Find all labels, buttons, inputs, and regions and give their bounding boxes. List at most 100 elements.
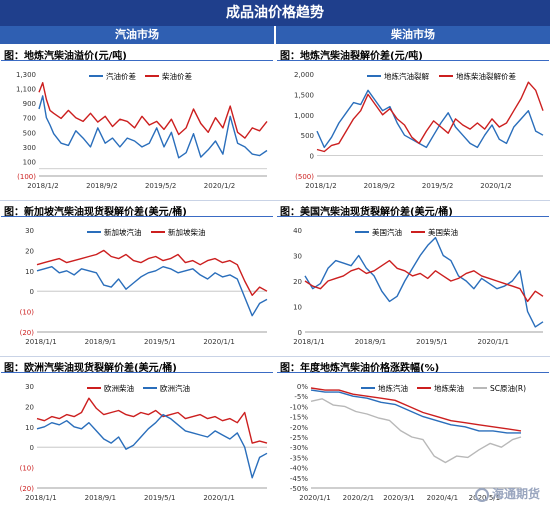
chart-panel-europe-crack: 图：欧洲汽柴油现货裂解价差(美元/桶) (20) (10) 0 10 20 30 2018/…: [1, 357, 273, 513]
y-tick-label: 10: [25, 424, 34, 432]
legend-label: 汽油价差: [106, 71, 136, 81]
x-tick-label: 2019/5/2: [145, 182, 176, 190]
watermark-logo-icon: [474, 488, 489, 502]
x-tick-label: 2018/9/2: [86, 182, 117, 190]
y-tick-label: 0: [30, 288, 34, 296]
gasoline-market-header: 汽油市场: [0, 26, 274, 44]
title-underline: [277, 216, 549, 217]
legend-label: 地炼汽油: [378, 383, 408, 393]
y-tick-label: (10): [20, 465, 35, 473]
y-tick-label: 0: [310, 153, 314, 161]
chart-refinery-premium: (100) 100 300 500 700 900 1,100 1,300 2018/1/2 20…: [16, 71, 268, 190]
title-underline: [1, 60, 273, 61]
title-underline: [1, 372, 273, 373]
y-tick-label: 0: [30, 444, 34, 452]
x-tick-label: 2018/9/1: [85, 338, 116, 346]
chart-panel-annual-change: 图：年度地炼汽柴油价格涨跌幅(%) -50% -45% -40% -35% -30% -2…: [277, 357, 549, 513]
x-tick-label: 2020/1/2: [480, 182, 511, 190]
y-tick-label: 700: [23, 115, 36, 123]
series-line-0: [38, 95, 268, 159]
y-tick-label: -10%: [290, 403, 308, 411]
legend-label: 新加坡柴油: [168, 227, 206, 237]
x-tick-label: 2020/1/1: [299, 494, 330, 502]
chart-annual-change: -50% -45% -40% -35% -30% -25% -20% -15% -10% -5% 0…: [290, 383, 526, 502]
chart-singapore-crack: (20) (10) 0 10 20 30 2018/1/1 2018/9/1 2019/5/1 2…: [20, 227, 268, 346]
series-line-0: [36, 397, 268, 444]
chart-refinery-crack: (500) 0 500 1,000 1,500 2,000 2018/1/2 2018/9/2…: [294, 71, 544, 190]
x-tick-label: 2018/9/1: [85, 494, 116, 502]
y-tick-label: (10): [20, 309, 35, 317]
series-line-1: [310, 387, 522, 432]
series-line-1: [36, 249, 268, 297]
legend-label: 地炼汽油裂解: [384, 71, 429, 81]
x-tick-label: 2018/9/2: [364, 182, 395, 190]
y-tick-label: 1,500: [294, 91, 314, 99]
series-line-1: [304, 259, 544, 303]
y-tick-label: 900: [23, 100, 36, 108]
y-tick-label: 10: [293, 304, 302, 312]
y-tick-label: (20): [20, 329, 35, 337]
y-tick-label: 0: [298, 329, 302, 337]
x-tick-label: 2018/1/1: [293, 338, 324, 346]
chart-title: 图：新加坡汽柴油现货裂解价差(美元/桶): [4, 207, 187, 218]
x-tick-label: 2020/3/1: [383, 494, 414, 502]
x-tick-label: 2018/9/1: [355, 338, 386, 346]
y-tick-label: 20: [25, 247, 34, 255]
series-line-1: [38, 82, 268, 139]
y-tick-label: 20: [293, 278, 302, 286]
y-tick-label: 1,300: [16, 71, 36, 79]
series-line-1: [316, 81, 544, 153]
chart-panel-us-crack: 图：美国汽柴油现货裂解价差(美元/桶) 0 10 20 30 40 2018/1/1 201…: [277, 201, 549, 357]
chart-panel-refinery-premium: 图：地炼汽柴油溢价(元/吨) (100) 100 300 500 700 900 1,100…: [1, 45, 273, 201]
series-line-0: [316, 89, 544, 149]
y-tick-label: 500: [301, 132, 314, 140]
watermark-text: 海通期货: [491, 487, 540, 501]
y-tick-label: 2,000: [294, 71, 314, 79]
x-tick-label: 2020/2/1: [343, 494, 374, 502]
legend-label: SC原油(R): [490, 383, 526, 393]
series-line-2: [310, 398, 522, 464]
y-tick-label: -45%: [290, 475, 308, 483]
y-tick-label: -35%: [290, 454, 308, 462]
x-tick-label: 2019/5/2: [422, 182, 453, 190]
y-tick-label: 30: [293, 253, 302, 261]
row-divider: [0, 356, 550, 357]
y-tick-label: -20%: [290, 424, 308, 432]
chart-title: 图：欧洲汽柴油现货裂解价差(美元/桶): [4, 363, 177, 374]
series-line-0: [36, 266, 268, 317]
x-tick-label: 2020/1/2: [204, 182, 235, 190]
y-tick-label: 10: [25, 268, 34, 276]
y-tick-label: 30: [25, 383, 34, 391]
y-tick-label: 0%: [297, 383, 308, 391]
legend-label: 地炼柴油裂解价差: [456, 71, 516, 81]
x-tick-label: 2018/1/1: [25, 338, 56, 346]
x-tick-label: 2019/5/1: [144, 338, 175, 346]
y-tick-label: 30: [25, 227, 34, 235]
legend-label: 美国柴油: [428, 227, 458, 237]
chart-panel-refinery-crack: 图：地炼汽柴油裂解价差(元/吨) (500) 0 500 1,000 1,500 2,00…: [277, 45, 549, 201]
legend-label: 美国汽油: [372, 227, 402, 237]
chart-title: 图：年度地炼汽柴油价格涨跌幅(%): [280, 363, 440, 374]
legend-label: 柴油价差: [162, 71, 192, 81]
y-tick-label: -50%: [290, 485, 308, 493]
y-tick-label: -30%: [290, 444, 308, 452]
x-tick-label: 2020/1/1: [203, 494, 234, 502]
y-tick-label: 300: [23, 144, 36, 152]
y-tick-label: 1,000: [294, 112, 314, 120]
chart-europe-crack: (20) (10) 0 10 20 30 2018/1/1 2018/9/1 2019/5/1 2…: [20, 383, 268, 502]
y-tick-label: -25%: [290, 434, 308, 442]
legend-label: 欧洲汽油: [160, 383, 190, 393]
y-tick-label: -5%: [294, 393, 308, 401]
row-divider: [0, 200, 550, 201]
chart-us-crack: 0 10 20 30 40 2018/1/1 2018/9/1 2019/5/1 2020/1/…: [293, 227, 544, 346]
report-banner-title: 成品油价格趋势: [0, 0, 550, 26]
x-tick-label: 2019/5/1: [144, 494, 175, 502]
y-tick-label: 500: [23, 129, 36, 137]
title-underline: [277, 60, 549, 61]
title-underline: [277, 372, 549, 373]
x-tick-label: 2019/5/1: [416, 338, 447, 346]
x-tick-label: 2020/4/1: [427, 494, 458, 502]
y-tick-label: 100: [23, 158, 36, 166]
y-tick-label: 1,100: [16, 86, 36, 94]
x-tick-label: 2020/1/1: [478, 338, 509, 346]
